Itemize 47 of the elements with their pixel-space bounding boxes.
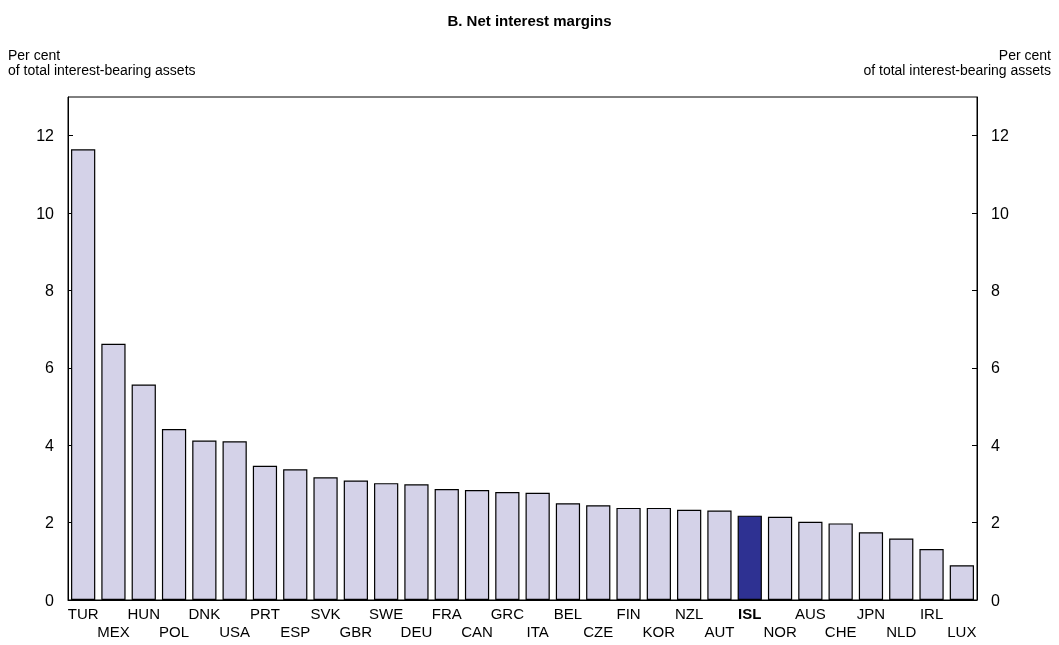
x-tick-label: ISL (738, 604, 762, 622)
y-tick-label: 4 (45, 436, 55, 454)
y-tick-label: 10 (36, 204, 55, 222)
x-tick-label: NZL (674, 604, 704, 622)
x-tick-label: HUN (127, 604, 160, 622)
x-tick-label: CZE (583, 622, 614, 640)
x-tick-label: SVK (310, 604, 341, 622)
x-tick-label: LUX (947, 622, 977, 640)
x-tick-label: SWE (369, 604, 404, 622)
x-tick-label: ITA (526, 622, 549, 640)
x-tick-label: BEL (553, 604, 583, 622)
x-tick-label: PRT (250, 604, 280, 622)
y-axis-title: Per cent of total interest-bearing assets (8, 46, 196, 78)
chart-title: B. Net interest margins (447, 12, 612, 29)
x-tick-label: GRC (490, 604, 525, 622)
x-tick-label: GBR (339, 622, 373, 640)
y-tick-label: 2 (45, 514, 55, 532)
x-tick-label: JPN (856, 604, 886, 622)
y-tick-label: 6 (45, 359, 55, 377)
x-tick-label: FRA (431, 604, 462, 622)
y-tick-label: 8 (45, 281, 55, 299)
x-tick-label: NLD (886, 622, 917, 640)
x-tick-label: KOR (642, 622, 676, 640)
y-tick-label: 12 (36, 127, 55, 145)
x-tick-label: FIN (616, 604, 641, 622)
y2-tick-label: 12 (991, 127, 1009, 145)
x-tick-label: AUS (794, 604, 826, 622)
y2-tick-label: 0 (991, 591, 1000, 609)
y2-tick-label: 4 (991, 436, 1000, 454)
x-tick-label: USA (219, 622, 251, 640)
y2-tick-label: 8 (991, 281, 1000, 299)
x-tick-label: DEU (400, 622, 433, 640)
x-tick-label: TUR (67, 604, 99, 622)
x-tick-label: CHE (824, 622, 857, 640)
y2-tick-label: 2 (991, 514, 1000, 532)
y2-tick-label: 10 (991, 204, 1009, 222)
x-tick-label: IRL (919, 604, 944, 622)
x-tick-label: CAN (461, 622, 493, 640)
x-tick-label: NOR (763, 622, 797, 640)
y-tick-label: 0 (45, 591, 55, 609)
y2-tick-label: 6 (991, 359, 1000, 377)
x-tick-label: DNK (188, 604, 221, 622)
x-tick-label: MEX (97, 622, 130, 640)
y2-axis-title: Per cent of total interest-bearing assets (863, 46, 1052, 78)
x-tick-label: POL (159, 622, 190, 640)
x-tick-label: AUT (704, 622, 735, 640)
x-tick-label: ESP (280, 622, 311, 640)
